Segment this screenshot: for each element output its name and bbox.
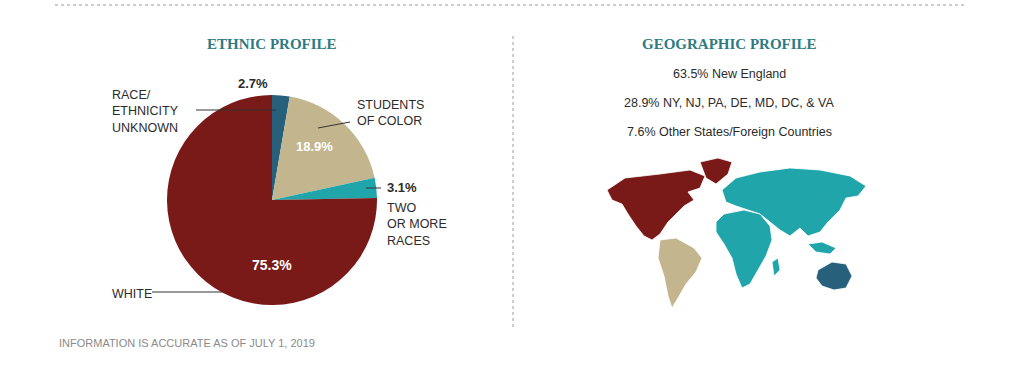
svg-text:75.3%: 75.3% <box>252 257 292 273</box>
svg-text:STUDENTSOF COLOR: STUDENTSOF COLOR <box>357 98 424 128</box>
svg-text:2.7%: 2.7% <box>238 76 268 91</box>
svg-text:18.9%: 18.9% <box>296 139 333 154</box>
svg-text:ETHNIC PROFILE: ETHNIC PROFILE <box>207 36 337 52</box>
svg-text:63.5% New England: 63.5% New England <box>673 67 786 81</box>
svg-text:GEOGRAPHIC PROFILE: GEOGRAPHIC PROFILE <box>642 36 817 52</box>
svg-text:INFORMATION IS ACCURATE AS OF: INFORMATION IS ACCURATE AS OF JULY 1, 20… <box>59 337 315 349</box>
svg-text:RACE/ETHNICITYUNKNOWN: RACE/ETHNICITYUNKNOWN <box>112 88 179 135</box>
svg-text:WHITE: WHITE <box>112 287 152 301</box>
svg-text:3.1%: 3.1% <box>387 180 417 195</box>
svg-text:7.6% Other States/Foreign Coun: 7.6% Other States/Foreign Countries <box>627 125 832 139</box>
svg-text:28.9% NY, NJ, PA, DE, MD, DC,: 28.9% NY, NJ, PA, DE, MD, DC, & VA <box>624 96 834 110</box>
svg-text:TWOOR MORERACES: TWOOR MORERACES <box>387 201 447 248</box>
